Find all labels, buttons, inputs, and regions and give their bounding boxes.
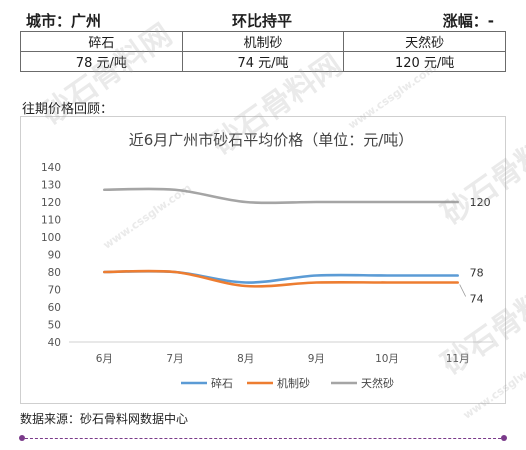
chart-title: 近6月广州市砂石平均价格（单位：元/吨）: [129, 131, 414, 149]
series-line-1: [103, 269, 459, 284]
price-table: 碎石 机制砂 天然砂 78 元/吨 74 元/吨 120 元/吨: [20, 31, 506, 72]
y-tick-label: 40: [48, 337, 61, 349]
change-label: 涨幅：-: [442, 12, 494, 30]
divider-line: [20, 438, 506, 439]
x-tick-label: 7月: [166, 353, 183, 365]
history-label: 往期价格回顾：: [22, 102, 114, 117]
divider-dot: [501, 435, 507, 441]
legend-label: 机制砂: [277, 376, 310, 390]
series-line-3: [103, 187, 459, 205]
table-header-row: 碎石 机制砂 天然砂: [20, 31, 506, 52]
source-note: 数据来源：砂石骨料网数据中心: [20, 412, 189, 426]
y-tick-label: 120: [41, 197, 61, 209]
city-label: 城市：广州: [26, 12, 102, 30]
line-chart: 近6月广州市砂石平均价格（单位：元/吨） 40 50 60 70 80 90 100 110 12…: [41, 131, 493, 390]
table-header-cell: 天然砂: [343, 31, 506, 52]
table-header-cell: 机制砂: [181, 31, 345, 52]
y-tick-label: 70: [48, 285, 61, 297]
legend-label: 天然砂: [361, 376, 394, 390]
table-cell-price: 74 元/吨: [181, 51, 345, 72]
y-tick-label: 130: [41, 180, 61, 192]
y-tick-label: 110: [41, 215, 61, 227]
x-tick-label: 10月: [375, 353, 399, 365]
leader-line: [459, 284, 467, 297]
x-tick-label: 9月: [308, 353, 325, 365]
y-tick-label: 100: [41, 232, 61, 244]
table-header-cell: 碎石: [20, 31, 183, 52]
data-label: 74: [470, 293, 484, 306]
price-chart: 近6月广州市砂石平均价格（单位：元/吨） 40 50 60 70 80 90 100 110 12…: [20, 116, 506, 404]
footer-divider: [19, 435, 507, 443]
data-label: 78: [470, 267, 484, 280]
x-tick-label: 8月: [237, 353, 254, 365]
y-tick-label: 60: [48, 302, 61, 314]
legend-label: 碎石: [211, 376, 233, 390]
summary-header: 城市：广州 环比持平 涨幅：-: [20, 6, 506, 32]
series-line-2: [103, 269, 459, 288]
table-cell-price: 78 元/吨: [20, 51, 183, 72]
divider-dot: [19, 435, 25, 441]
table-cell-price: 120 元/吨: [343, 51, 506, 72]
y-tick-label: 90: [48, 250, 61, 262]
x-tick-label: 6月: [96, 353, 113, 365]
y-tick-label: 50: [48, 320, 61, 332]
table-row: 78 元/吨 74 元/吨 120 元/吨: [20, 51, 506, 72]
data-label: 120: [470, 196, 491, 209]
y-tick-label: 140: [41, 162, 61, 174]
y-tick-label: 80: [48, 267, 61, 279]
trend-label: 环比持平: [232, 12, 293, 30]
x-tick-label: 11月: [446, 353, 470, 365]
